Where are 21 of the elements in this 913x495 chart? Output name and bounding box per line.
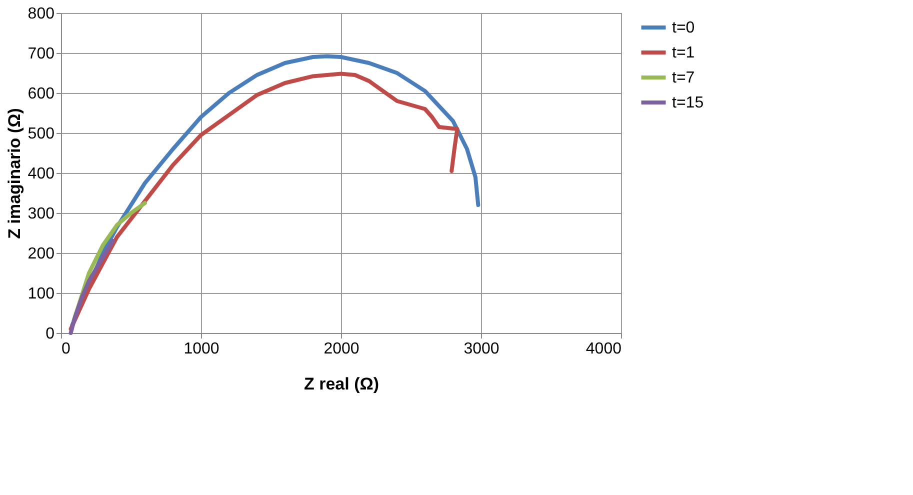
y-tick-label: 400 (28, 166, 55, 182)
y-tick-label: 600 (28, 86, 55, 102)
x-tick-label: 3000 (464, 340, 500, 358)
x-axis-title: Z real (Ω) (304, 374, 380, 394)
y-tick-label: 100 (28, 286, 55, 302)
y-tick-label: 300 (28, 206, 55, 222)
legend-label: t=7 (672, 70, 695, 86)
x-tick-label: 4000 (586, 340, 622, 358)
y-tick-label: 0 (46, 326, 55, 342)
y-tick-label: 700 (28, 46, 55, 62)
legend-label: t=0 (672, 20, 695, 36)
y-tick-label: 800 (28, 6, 55, 22)
x-tick-label: 0 (62, 340, 70, 358)
x-tick-label: 1000 (184, 340, 220, 358)
y-tick-label: 200 (28, 246, 55, 262)
line-series (68, 239, 115, 335)
y-tick-label: 500 (28, 126, 55, 142)
legend-label: t=1 (672, 44, 695, 62)
y-axis-title: Z imaginario (Ω) (4, 108, 24, 239)
x-tick-label: 2000 (324, 340, 360, 358)
legend-label: t=15 (672, 94, 704, 112)
